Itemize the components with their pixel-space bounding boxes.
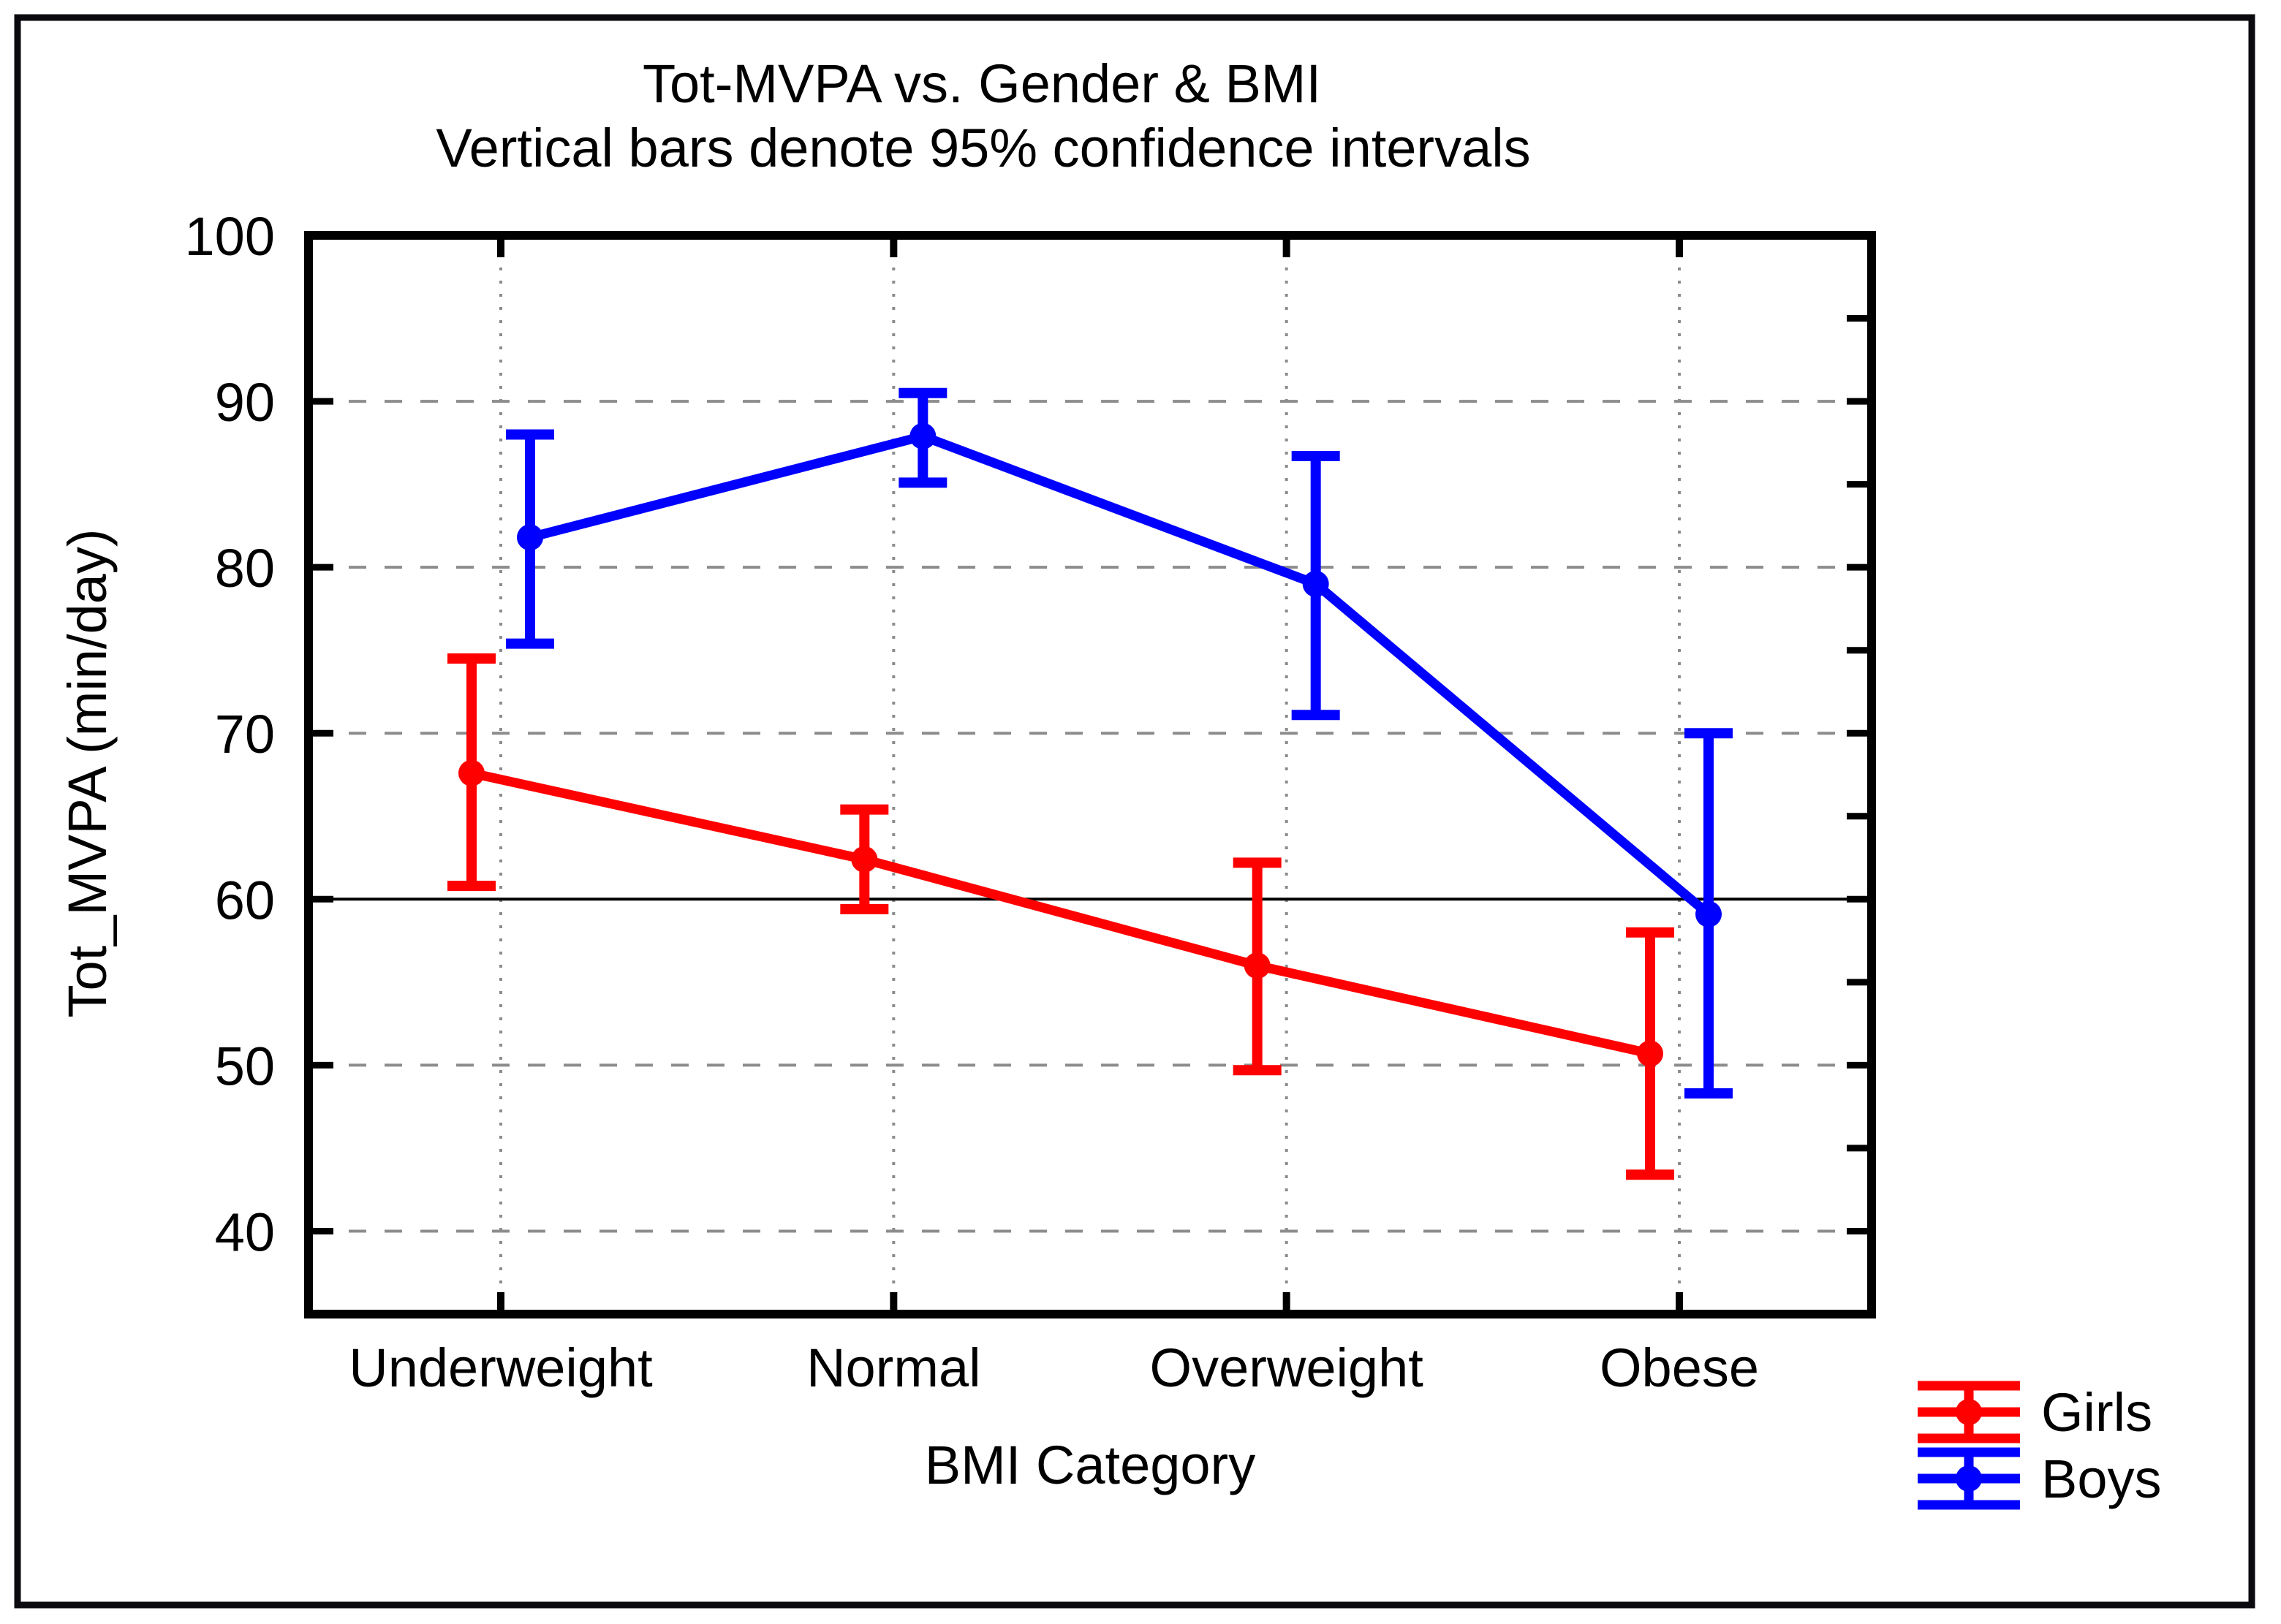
data-point-marker-boys bbox=[909, 422, 937, 449]
x-axis-title: BMI Category bbox=[924, 1435, 1256, 1495]
series-line-boys bbox=[529, 430, 1712, 918]
x-tick-label-underweight: Underweight bbox=[349, 1337, 653, 1398]
y-tick-label-40: 40 bbox=[215, 1202, 275, 1262]
x-tick-label-normal: Normal bbox=[806, 1337, 980, 1398]
data-point-marker-girls bbox=[1244, 952, 1271, 979]
x-tick-label-obese: Obese bbox=[1600, 1337, 1759, 1398]
data-point-marker-girls bbox=[1637, 1040, 1663, 1067]
legend-glyph-marker-boys bbox=[1956, 1465, 1982, 1492]
x-tick-label-overweight: Overweight bbox=[1150, 1337, 1424, 1398]
y-axis-title: Tot_MVPA (min/day) bbox=[57, 528, 118, 1018]
y-tick-label-60: 60 bbox=[215, 870, 275, 930]
y-tick-label-100: 100 bbox=[185, 206, 275, 267]
y-tick-label-50: 50 bbox=[215, 1036, 275, 1096]
y-tick-label-90: 90 bbox=[215, 372, 275, 433]
data-point-marker-girls bbox=[851, 846, 878, 873]
figure-border bbox=[14, 14, 2255, 1609]
plot-box-border bbox=[304, 231, 1876, 1318]
y-tick-label-80: 80 bbox=[215, 538, 275, 599]
data-point-marker-boys bbox=[517, 524, 543, 551]
legend-glyph-marker-girls bbox=[1956, 1399, 1982, 1425]
data-point-marker-boys bbox=[1302, 570, 1329, 597]
chart-title: Tot-MVPA vs. Gender & BMI bbox=[642, 53, 1322, 114]
chart-subtitle: Vertical bars denote 95% confidence inte… bbox=[436, 118, 1531, 178]
legend-label-girls: Girls bbox=[2041, 1382, 2152, 1443]
legend-label-boys: Boys bbox=[2041, 1449, 2162, 1509]
series-line-girls bbox=[470, 768, 1652, 1058]
data-point-marker-boys bbox=[1695, 900, 1722, 927]
data-point-marker-girls bbox=[458, 759, 485, 786]
y-tick-label-70: 70 bbox=[215, 704, 275, 764]
